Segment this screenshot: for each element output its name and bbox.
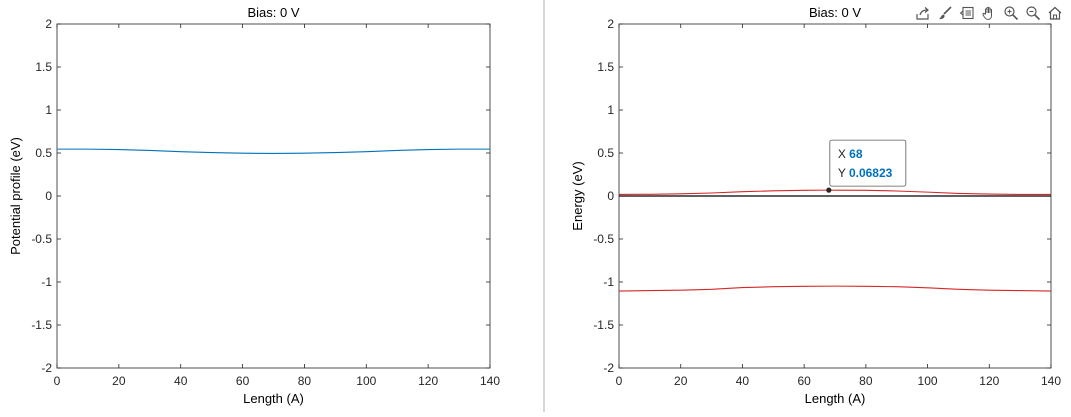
x-tick-label: 60 [236,374,250,388]
zoom-out-icon [1025,6,1040,21]
x-tick-label: 120 [418,374,438,388]
y-axis-label: Potential profile (eV) [8,137,23,255]
chart-title: Bias: 0 V [247,5,299,20]
potential-profile-chart[interactable]: Bias: 0 V0 20 40 60 80 100 120 140-2-1.5-1-0.50… [0,0,543,412]
datatip-button[interactable] [956,3,977,23]
zoom-in-button[interactable] [1000,3,1021,23]
datatip-marker[interactable] [826,187,832,193]
datatip-y-value: 0.06823 [849,166,893,180]
x-tick-label: 100 [918,374,938,388]
right-figure-panel: Bias: 0 V 0 20 40 60 80 100 120 140 -2 -1.5 -1 -0.5 0… [545,0,1071,412]
y-tick-label: -1 [41,275,52,289]
series-line-1[interactable] [618,189,1051,195]
y-tick-label: 1.5 [35,60,52,74]
x-tick-label: 60 [797,374,811,388]
datatip-x-value: 68 [849,147,863,161]
datatip-frame [829,139,907,187]
export-icon [915,7,929,20]
y-tick-label: 1.5 [597,60,614,74]
home-button[interactable] [1044,3,1065,23]
y-tick-label: 2 [607,17,614,31]
y-tick-label: 0.5 [597,146,614,160]
y-tick-label: -0.5 [593,232,614,246]
pan-button[interactable] [978,3,999,23]
home-icon [1048,6,1061,20]
series-line-1[interactable] [57,148,490,154]
zoom-in-icon [1003,6,1018,21]
y-tick-label: 1 [607,103,614,117]
energy-band-chart[interactable]: Bias: 0 V0 20 40 60 80 100 120 140-2-1.5-1-0.50… [545,0,1071,412]
y-tick-label: 0 [607,189,614,203]
x-tick-label: 40 [736,374,750,388]
x-tick-label: 80 [298,374,312,388]
y-axis-label: Energy (eV) [570,161,585,230]
datatip-y-label: Y [838,166,849,180]
y-tick-label: 0.5 [35,146,52,160]
brush-icon [938,6,952,20]
x-tick-label: 0 [54,374,61,388]
y-tick-label: 0 [45,189,52,203]
series-line-2[interactable] [618,285,1052,292]
left-figure-panel: Bias: 0 V 0 20 40 60 80 100 120 140 -2 -1.5 -1 -0.5 0… [0,0,543,412]
x-tick-label: 120 [979,374,999,388]
x-tick-label: 140 [1041,374,1061,388]
zoom-out-button[interactable] [1022,3,1043,23]
x-tick-label: 80 [859,374,873,388]
datatip-x-row: X 68 [838,147,863,161]
datatip-box[interactable]: X 68Y 0.06823 [829,139,907,187]
export-button[interactable] [912,3,933,23]
plot-area[interactable] [56,23,491,369]
y-tick-label: 2 [45,17,52,31]
y-tick-label: -1 [603,275,614,289]
y-tick-label: -1.5 [593,318,614,332]
y-tick-label: -1.5 [31,318,52,332]
x-tick-label: 20 [674,374,688,388]
datatip-icon [959,6,974,20]
x-axis-label: Length (A) [243,391,304,406]
brush-button[interactable] [934,3,955,23]
chart-title: Bias: 0 V [809,5,861,20]
datatip-x-label: X [838,147,849,161]
datatip-y-row: Y 0.06823 [838,166,893,180]
x-tick-label: 140 [480,374,500,388]
x-tick-label: 0 [616,374,623,388]
pan-icon [981,6,992,21]
x-tick-label: 40 [174,374,188,388]
axes-toolbar [912,3,1065,23]
x-tick-label: 100 [356,374,376,388]
panel-divider [543,0,545,412]
y-tick-label: -2 [603,361,614,375]
y-tick-label: -2 [41,361,52,375]
x-axis-label: Length (A) [805,391,866,406]
x-tick-label: 20 [112,374,126,388]
y-tick-label: 1 [45,103,52,117]
y-tick-label: -0.5 [31,232,52,246]
